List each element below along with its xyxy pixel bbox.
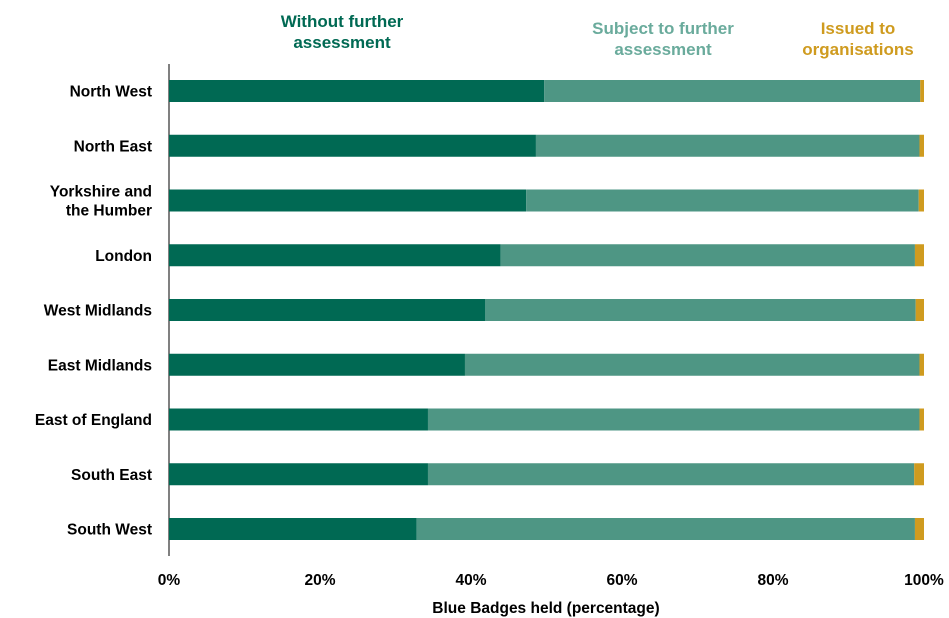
legend-line: assessment <box>614 40 712 59</box>
bar-segment-organisations <box>920 80 924 102</box>
legend-issued-to-organisations: Issued to organisations <box>783 18 933 60</box>
x-axis-title: Blue Badges held (percentage) <box>432 600 659 617</box>
bar-segment-subject-to-assessment <box>427 408 920 431</box>
legend-line: assessment <box>293 33 391 52</box>
bar-segment-organisations <box>918 189 924 212</box>
legend-without-further-assessment: Without further assessment <box>237 11 447 53</box>
category-label: South East <box>71 467 152 484</box>
x-tick-labels: 0% 20% 40% 60% 80% 100% <box>158 572 944 589</box>
legend-line: Without further <box>280 12 404 31</box>
bar-segment-without-assessment <box>169 299 486 321</box>
bar-segment-subject-to-assessment <box>500 244 915 267</box>
bar-segment-organisations <box>915 299 924 321</box>
bar-segment-subject-to-assessment <box>464 353 920 376</box>
category-label-line: South West <box>67 522 152 539</box>
category-label-line: the Humber <box>66 203 152 220</box>
category-label: Yorkshire and the Humber <box>50 184 152 220</box>
bar-segment-organisations <box>919 408 924 431</box>
category-label: West Midlands <box>44 303 152 320</box>
bar-segment-subject-to-assessment <box>416 518 915 540</box>
x-tick-label: 100% <box>904 572 944 589</box>
legend-subject-to-further-assessment: Subject to further assessment <box>563 18 763 60</box>
bar-segment-without-assessment <box>169 353 465 376</box>
category-label: East of England <box>35 412 152 429</box>
legend-line: Issued to <box>820 19 896 38</box>
category-label: North West <box>70 84 152 101</box>
bars-group <box>169 80 924 540</box>
bar-segment-organisations <box>914 518 924 540</box>
x-tick-label: 60% <box>606 572 637 589</box>
bar-segment-organisations <box>919 134 924 157</box>
category-labels: North West North East Yorkshire and the Hum… <box>35 84 152 539</box>
category-label: East Midlands <box>48 357 152 374</box>
x-tick-label: 40% <box>455 572 486 589</box>
x-tick-label: 20% <box>304 572 335 589</box>
bar-segment-subject-to-assessment <box>485 299 916 321</box>
category-label-line: North East <box>74 138 152 155</box>
bar-segment-without-assessment <box>169 134 536 157</box>
category-label: London <box>95 248 152 265</box>
legend-line: Subject to further <box>592 19 734 38</box>
category-label-line: South East <box>71 467 152 484</box>
bar-segment-without-assessment <box>169 80 545 102</box>
bar-segment-organisations <box>919 353 924 376</box>
category-label: North East <box>74 138 152 155</box>
category-label-line: London <box>95 248 152 265</box>
bar-segment-subject-to-assessment <box>526 189 919 212</box>
bar-segment-without-assessment <box>169 189 527 212</box>
bar-segment-without-assessment <box>169 518 417 540</box>
category-label-line: East of England <box>35 412 152 429</box>
bar-segment-organisations <box>914 244 924 267</box>
bar-segment-subject-to-assessment <box>535 134 920 157</box>
x-tick-label: 80% <box>757 572 788 589</box>
x-tick-label: 0% <box>158 572 181 589</box>
category-label-line: East Midlands <box>48 357 152 374</box>
bar-segment-subject-to-assessment <box>427 463 915 486</box>
legend-line: organisations <box>802 40 914 59</box>
bar-segment-without-assessment <box>169 244 501 267</box>
bar-segment-subject-to-assessment <box>544 80 921 102</box>
category-label-line: North West <box>70 84 152 101</box>
category-label: South West <box>67 522 152 539</box>
bar-segment-without-assessment <box>169 408 428 431</box>
bar-segment-without-assessment <box>169 463 428 486</box>
bar-segment-organisations <box>914 463 924 486</box>
category-label-line: Yorkshire and <box>50 184 152 201</box>
category-label-line: West Midlands <box>44 303 152 320</box>
